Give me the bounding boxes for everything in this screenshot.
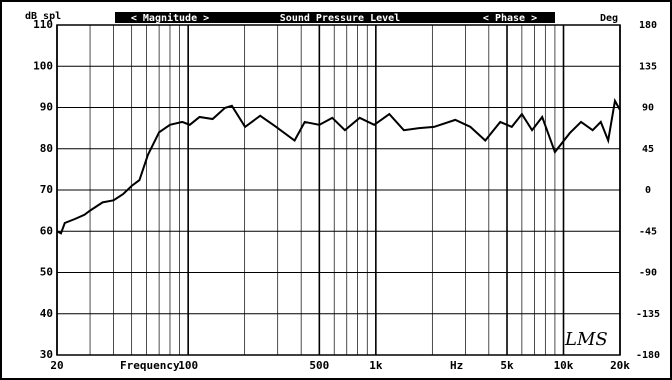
- y-tick-label: 110: [33, 18, 53, 31]
- y-tick-label: 90: [40, 101, 53, 114]
- y-tick-label: 70: [40, 183, 53, 196]
- title: Sound Pressure Level: [280, 13, 400, 24]
- y2-tick-label: 135: [639, 61, 657, 72]
- header-bar: [115, 12, 555, 23]
- x-tick-label: 20: [50, 359, 63, 372]
- y2-tick-label: -90: [639, 268, 657, 279]
- y-tick-label: 60: [40, 224, 53, 237]
- y2-label: Deg: [600, 13, 618, 24]
- magnitude-tab: < Magnitude >: [131, 12, 209, 24]
- y2-tick-label: -45: [639, 226, 657, 237]
- y-tick-label: 80: [40, 142, 53, 155]
- y2-tick-label: 0: [645, 185, 651, 196]
- y-tick-label: 50: [40, 266, 53, 279]
- x-tick-label: 1k: [369, 359, 383, 372]
- line: [56, 97, 621, 235]
- x-tick-label: 100: [178, 359, 198, 372]
- x-label: Frequency: [120, 359, 180, 372]
- plot-border: [56, 24, 621, 356]
- y2-tick-label: 90: [642, 103, 654, 114]
- phase-tab: < Phase >: [483, 13, 537, 24]
- x-unit: Hz: [450, 359, 463, 372]
- y-tick-label: 40: [40, 307, 53, 320]
- x-tick-label: 5k: [500, 359, 514, 372]
- x-tick-label: 20k: [610, 359, 630, 372]
- y2-tick-label: -135: [636, 309, 660, 320]
- logo: LMS: [564, 329, 608, 350]
- y2-tick-label: -180: [636, 350, 660, 361]
- y2-tick-label: 180: [639, 20, 657, 31]
- y-label: dB spl: [25, 11, 61, 22]
- y2-tick-label: 45: [642, 144, 654, 155]
- y-tick-label: 30: [40, 348, 53, 361]
- y-tick-label: 100: [33, 59, 53, 72]
- x-tick-label: 500: [309, 359, 329, 372]
- x-tick-label: 10k: [554, 359, 574, 372]
